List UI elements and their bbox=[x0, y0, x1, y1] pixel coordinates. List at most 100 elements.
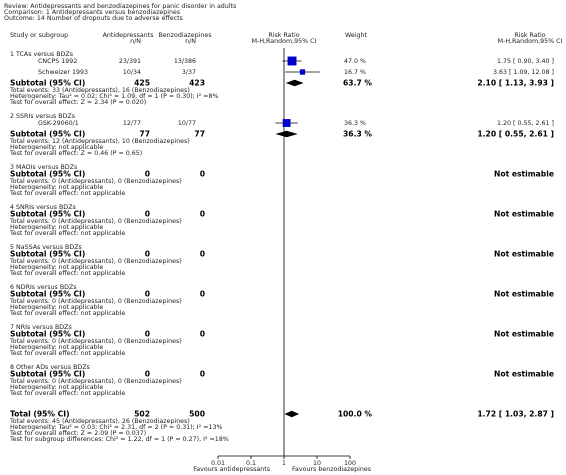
summary-diamond bbox=[275, 130, 298, 138]
subtotal-n2: 0 bbox=[200, 250, 205, 259]
subtotal-n1: 0 bbox=[145, 210, 150, 219]
col-group2: Benzodiazepines bbox=[158, 32, 211, 39]
col-effect: Risk Ratio bbox=[514, 32, 545, 39]
study-effect: 1.75 [ 0.90, 3.40 ] bbox=[497, 58, 554, 65]
total-note: Test for overall effect: Z = 2.09 (P = 0… bbox=[9, 430, 146, 437]
subtotal-label: Subtotal (95% CI) bbox=[10, 79, 85, 88]
subtotal-n1: 77 bbox=[139, 130, 150, 139]
subgroup-title: 7 NRIs versus BDZs bbox=[10, 324, 72, 331]
col-study: Study or subgroup bbox=[10, 32, 68, 39]
subgroup-note: Test for overall effect: not applicable bbox=[9, 350, 125, 357]
subtotal-n1: 0 bbox=[145, 170, 150, 179]
subgroup-note: Heterogeneity: not applicable bbox=[10, 224, 103, 231]
subtotal-label: Subtotal (95% CI) bbox=[10, 290, 85, 299]
favours-left: Favours antidepressants bbox=[193, 466, 270, 473]
subgroup-note: Test for overall effect: not applicable bbox=[9, 390, 125, 397]
col-effect-sub: M-H,Random,95% CI bbox=[498, 38, 563, 45]
study-name: GSK-29060/1 bbox=[38, 120, 79, 127]
subgroup-note: Heterogeneity: not applicable bbox=[10, 344, 103, 351]
subtotal-weight: 100.0 % bbox=[338, 410, 373, 419]
subtotal-n2: 77 bbox=[194, 130, 205, 139]
subgroup-note: Total events: 0 (Antidepressants), 0 (Be… bbox=[9, 378, 182, 385]
subgroup-title: 6 NDRIs versus BDZs bbox=[10, 284, 77, 291]
subtotal-effect: Not estimable bbox=[494, 250, 554, 259]
subtotal-weight: 36.3 % bbox=[343, 130, 372, 139]
subtotal-weight: 63.7 % bbox=[343, 79, 372, 88]
study-weight: 47.0 % bbox=[344, 58, 366, 65]
subtotal-n1: 0 bbox=[145, 330, 150, 339]
subtotal-n1: 502 bbox=[134, 410, 150, 419]
subtotal-effect: Not estimable bbox=[494, 170, 554, 179]
study-square bbox=[282, 119, 291, 127]
x-tick-label: 0.01 bbox=[211, 460, 225, 467]
subgroup-note: Total events: 0 (Antidepressants), 0 (Be… bbox=[9, 178, 182, 185]
subgroup-note: Test for overall effect: not applicable bbox=[9, 190, 125, 197]
summary-diamond bbox=[284, 410, 300, 418]
subtotal-label: Subtotal (95% CI) bbox=[10, 170, 85, 179]
study-weight: 36.3 % bbox=[344, 120, 366, 127]
col-weight: Weight bbox=[345, 32, 367, 39]
subtotal-n1: 0 bbox=[145, 370, 150, 379]
subgroup-note: Heterogeneity: not applicable bbox=[10, 384, 103, 391]
study-events1: 12/77 bbox=[123, 120, 141, 127]
subgroup-note: Total events: 0 (Antidepressants), 0 (Be… bbox=[9, 338, 182, 345]
subgroup-note: Total events: 33 (Antidepressants), 16 (… bbox=[9, 87, 190, 94]
subtotal-effect: Not estimable bbox=[494, 330, 554, 339]
favours-right: Favours benzodiazepines bbox=[292, 466, 371, 473]
total-note: Test for subgroup differences: Chi² = 1.… bbox=[9, 436, 229, 443]
subtotal-effect: 2.10 [ 1.13, 3.93 ] bbox=[477, 79, 554, 88]
study-events2: 3/37 bbox=[182, 69, 196, 76]
subtotal-n2: 423 bbox=[189, 79, 205, 88]
review: Review: Antidepressants and benzodiazepi… bbox=[4, 3, 236, 10]
subtotal-label: Total (95% CI) bbox=[10, 410, 70, 419]
study-name: CNCPS 1992 bbox=[38, 58, 77, 65]
study-events2: 13/386 bbox=[174, 58, 196, 65]
subgroup-note: Test for overall effect: not applicable bbox=[9, 310, 125, 317]
col-group2-sub: n/N bbox=[185, 38, 196, 45]
study-weight: 16.7 % bbox=[344, 69, 366, 76]
subtotal-n2: 0 bbox=[200, 170, 205, 179]
study-name: Schweizer 1993 bbox=[38, 69, 88, 76]
col-group1: Antidepressants bbox=[103, 32, 154, 39]
subtotal-n2: 0 bbox=[200, 210, 205, 219]
subgroup-note: Test for overall effect: Z = 2.34 (P = 0… bbox=[9, 99, 146, 106]
subgroup-title: 3 MAOIs versus BDZs bbox=[10, 164, 77, 171]
col-plot-sub: M-H,Random,95% CI bbox=[252, 38, 317, 45]
study-events1: 10/34 bbox=[123, 69, 141, 76]
subgroup-note: Test for overall effect: Z = 0.46 (P = 0… bbox=[9, 150, 142, 157]
subtotal-label: Subtotal (95% CI) bbox=[10, 330, 85, 339]
subtotal-effect: 1.20 [ 0.55, 2.61 ] bbox=[477, 130, 554, 139]
subgroup-note: Total events: 12 (Antidepressants), 10 (… bbox=[9, 138, 190, 145]
subtotal-effect: Not estimable bbox=[494, 290, 554, 299]
subtotal-effect: Not estimable bbox=[494, 370, 554, 379]
study-events1: 23/391 bbox=[119, 58, 141, 65]
study-effect: 3.63 [ 1.09, 12.08 ] bbox=[493, 69, 554, 76]
subgroup-note: Test for overall effect: not applicable bbox=[9, 230, 125, 237]
subtotal-effect: Not estimable bbox=[494, 210, 554, 219]
subgroup-note: Heterogeneity: not applicable bbox=[10, 304, 103, 311]
subgroup-title: 4 SNRIs versus BDZs bbox=[10, 204, 76, 211]
subtotal-n1: 0 bbox=[145, 250, 150, 259]
x-tick-label: 100 bbox=[344, 460, 356, 467]
subgroup-title: 1 TCAs versus BDZs bbox=[10, 51, 73, 58]
subgroup-note: Total events: 0 (Antidepressants), 0 (Be… bbox=[9, 298, 182, 305]
outcome: Outcome: 14 Number of dropouts due to ad… bbox=[4, 15, 183, 22]
subgroup-note: Heterogeneity: not applicable bbox=[10, 264, 103, 271]
subtotal-n2: 0 bbox=[200, 330, 205, 339]
subtotal-n1: 0 bbox=[145, 290, 150, 299]
study-effect: 1.20 [ 0.55, 2.61 ] bbox=[497, 120, 554, 127]
subgroup-note: Total events: 0 (Antidepressants), 0 (Be… bbox=[9, 258, 182, 265]
x-tick-label: 0.1 bbox=[246, 460, 256, 467]
subtotal-label: Subtotal (95% CI) bbox=[10, 210, 85, 219]
total-note: Total events: 45 (Antidepressants), 26 (… bbox=[9, 418, 190, 425]
subgroup-note: Total events: 0 (Antidepressants), 0 (Be… bbox=[9, 218, 182, 225]
col-group1-sub: n/N bbox=[130, 38, 141, 45]
subtotal-n2: 0 bbox=[200, 370, 205, 379]
study-events2: 10/77 bbox=[178, 120, 196, 127]
subtotal-n2: 0 bbox=[200, 290, 205, 299]
study-square bbox=[299, 69, 306, 75]
subtotal-n2: 500 bbox=[189, 410, 205, 419]
subgroup-note: Test for overall effect: not applicable bbox=[9, 270, 125, 277]
subgroup-note: Heterogeneity: Tau² = 0.02; Chi² = 1.09,… bbox=[10, 93, 218, 100]
